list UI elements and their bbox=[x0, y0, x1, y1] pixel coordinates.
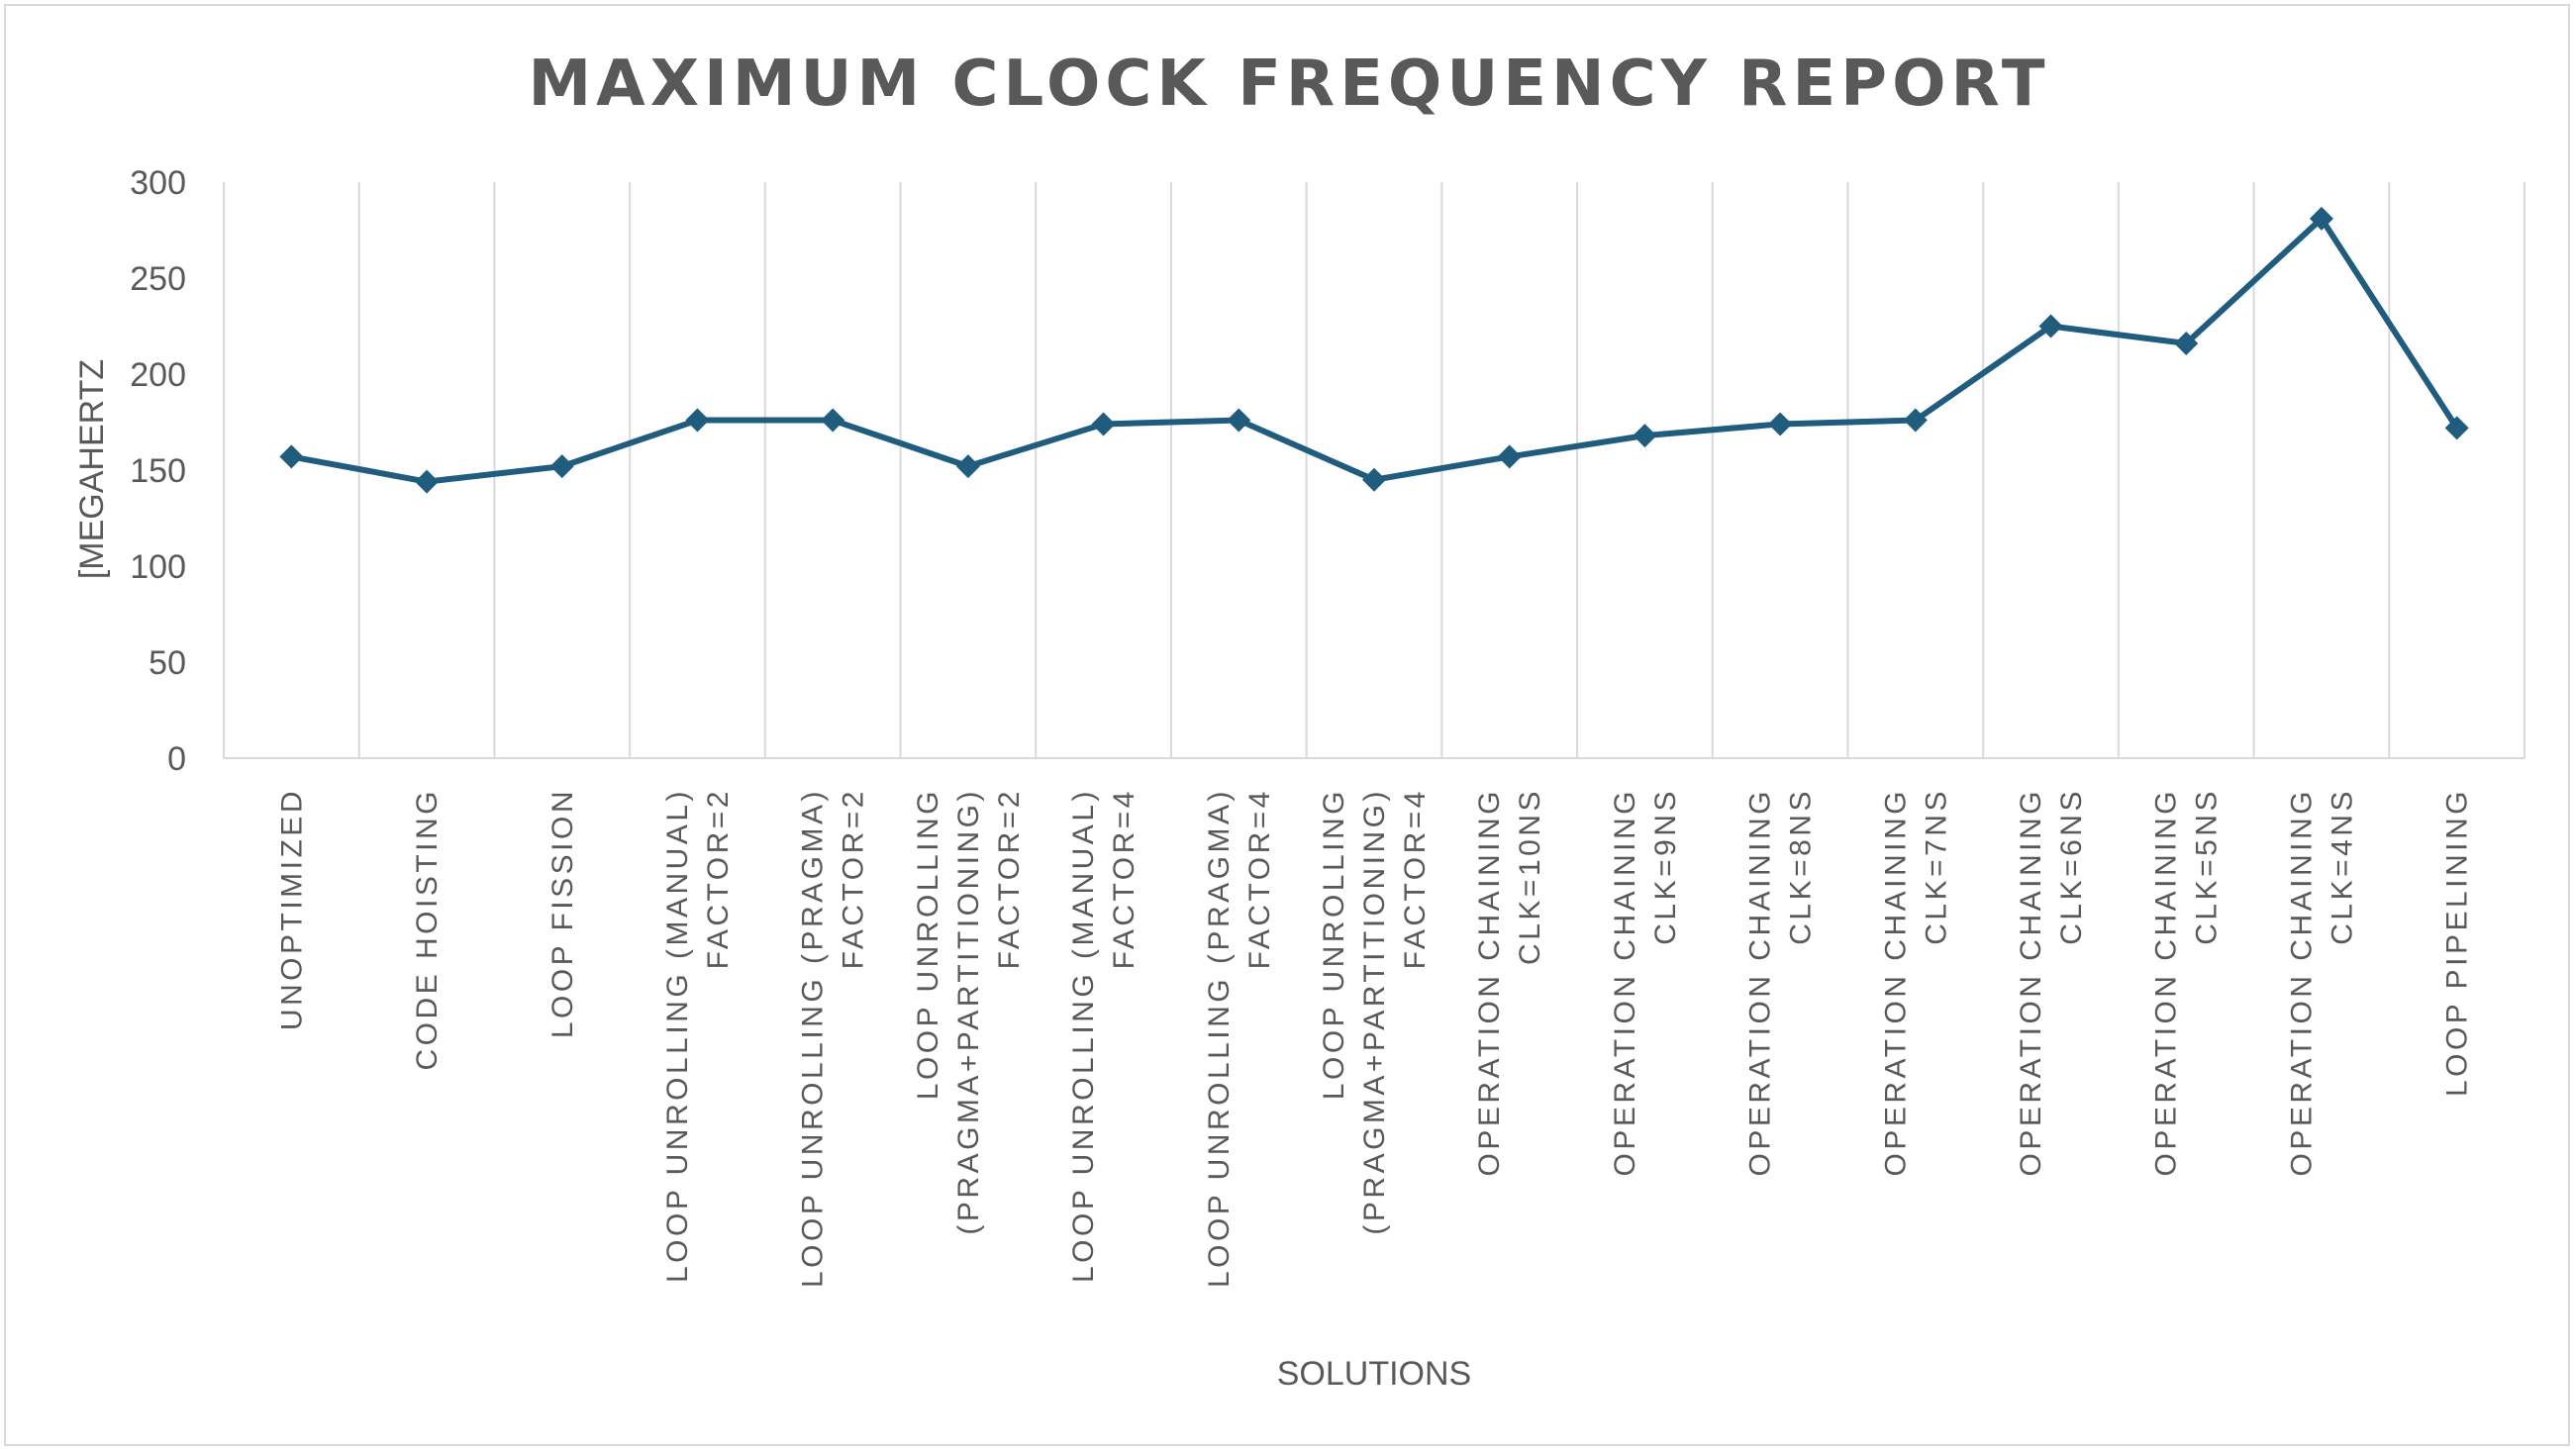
x-tick-label: CODE HOISTING bbox=[411, 788, 444, 1071]
x-tick-label: LOOP UNROLLING bbox=[1318, 788, 1350, 1100]
data-point-marker bbox=[1903, 408, 1928, 433]
x-tick-label: CLK=6NS bbox=[2055, 788, 2088, 945]
x-tick-label: OPERATION CHAINING bbox=[2285, 788, 2318, 1176]
chart-title: MAXIMUM CLOCK FREQUENCY REPORT bbox=[528, 48, 2049, 121]
x-tick-label: LOOP UNROLLING (MANUAL) bbox=[661, 788, 694, 1283]
y-tick-label: 100 bbox=[130, 548, 186, 586]
data-point-marker bbox=[1362, 467, 1386, 492]
series-line bbox=[288, 215, 2460, 485]
chart-svg: MAXIMUM CLOCK FREQUENCY REPORT 0 50 100 150… bbox=[73, 48, 2526, 1393]
x-tick-label: CLK=8NS bbox=[1785, 788, 1818, 945]
x-tick-label: OPERATION CHAINING bbox=[1473, 788, 1506, 1176]
x-tick-label: CLK=7NS bbox=[1920, 788, 1952, 945]
y-tick-label: 150 bbox=[130, 452, 186, 490]
x-tick-label: CLK=5NS bbox=[2191, 788, 2224, 945]
y-axis-title: [MEGAHERTZ bbox=[73, 359, 111, 579]
series-layer bbox=[279, 206, 2469, 494]
x-tick-label: FACTOR=2 bbox=[702, 788, 735, 969]
x-axis-title: SOLUTIONS bbox=[1277, 1355, 1471, 1393]
y-tick-label: 200 bbox=[130, 356, 186, 394]
x-tick-label: CLK=10NS bbox=[1514, 788, 1546, 965]
x-tick-label: FACTOR=4 bbox=[1243, 788, 1276, 969]
data-point-marker bbox=[1768, 412, 1793, 436]
data-point-marker bbox=[549, 454, 574, 479]
x-tick-label: CLK=4NS bbox=[2326, 788, 2358, 945]
y-axis-ticks: 0 50 100 150 200 250 300 bbox=[130, 164, 186, 778]
x-tick-label: OPERATION CHAINING bbox=[1744, 788, 1777, 1176]
data-point-marker bbox=[2309, 206, 2333, 231]
grid-layer bbox=[223, 182, 2526, 759]
x-tick-label: UNOPTIMIZED bbox=[275, 788, 308, 1030]
x-tick-label: FACTOR=2 bbox=[993, 788, 1026, 969]
data-point-marker bbox=[821, 408, 845, 433]
data-point-marker bbox=[2174, 331, 2199, 355]
data-point-marker bbox=[685, 408, 710, 433]
data-point-marker bbox=[1633, 424, 1657, 448]
chart-frame: MAXIMUM CLOCK FREQUENCY REPORT 0 50 100 150… bbox=[4, 4, 2570, 1446]
x-tick-label: LOOP FISSION bbox=[546, 788, 579, 1038]
x-tick-label: (PRAGMA+PARTITIONING) bbox=[1358, 788, 1391, 1235]
x-tick-label: LOOP PIPELINING bbox=[2441, 788, 2474, 1097]
data-point-marker bbox=[279, 444, 304, 469]
y-tick-label: 250 bbox=[130, 260, 186, 298]
data-point-marker bbox=[1091, 412, 1116, 436]
x-tick-label: CLK=9NS bbox=[1649, 788, 1682, 945]
data-point-marker bbox=[415, 469, 440, 494]
x-axis-ticks: UNOPTIMIZED CODE HOISTING LOOP FISSION LOOP… bbox=[275, 788, 2473, 1288]
x-tick-label: OPERATION CHAINING bbox=[1609, 788, 1641, 1176]
x-tick-label: LOOP UNROLLING bbox=[912, 788, 944, 1100]
x-tick-label: FACTOR=4 bbox=[1108, 788, 1140, 969]
x-tick-label: LOOP UNROLLING (PRAGMA) bbox=[1203, 788, 1236, 1288]
x-tick-label: FACTOR=2 bbox=[838, 788, 870, 969]
y-tick-label: 50 bbox=[149, 644, 186, 682]
y-tick-label: 300 bbox=[130, 164, 186, 202]
data-point-marker bbox=[2038, 314, 2063, 339]
data-point-marker bbox=[1497, 444, 1522, 469]
x-tick-label: OPERATION CHAINING bbox=[1879, 788, 1912, 1176]
x-tick-label: FACTOR=4 bbox=[1399, 788, 1432, 969]
data-point-marker bbox=[2444, 416, 2469, 440]
y-tick-label: 0 bbox=[167, 740, 186, 778]
x-tick-label: OPERATION CHAINING bbox=[2015, 788, 2047, 1176]
x-tick-label: (PRAGMA+PARTITIONING) bbox=[952, 788, 985, 1235]
data-point-marker bbox=[1227, 408, 1251, 433]
x-tick-label: LOOP UNROLLING (MANUAL) bbox=[1067, 788, 1100, 1283]
x-tick-label: OPERATION CHAINING bbox=[2150, 788, 2183, 1176]
x-tick-label: LOOP UNROLLING (PRAGMA) bbox=[797, 788, 830, 1288]
data-point-marker bbox=[955, 454, 980, 479]
